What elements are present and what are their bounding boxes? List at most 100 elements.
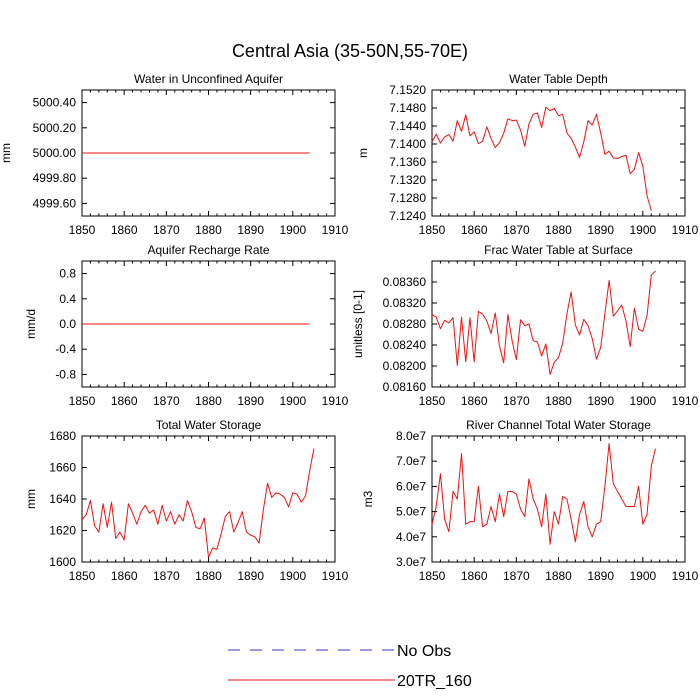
x-tick-label: 1910	[672, 223, 699, 237]
y-tick-label: 7.0e7	[396, 454, 426, 468]
y-tick-label: 5000.00	[33, 146, 77, 160]
figure-title: Central Asia (35-50N,55-70E)	[232, 41, 468, 61]
x-tick-label: 1910	[672, 569, 699, 583]
y-tick-label: 5.0e7	[396, 505, 426, 519]
legend-label-no-obs: No Obs	[397, 643, 451, 660]
panel-title: Water Table Depth	[509, 72, 608, 86]
y-axis-label: m	[356, 148, 370, 158]
series-line	[431, 270, 656, 375]
y-tick-label: 7.1280	[389, 191, 426, 205]
legend-label-20tr-160: 20TR_160	[397, 673, 472, 690]
x-tick-label: 1870	[503, 394, 530, 408]
x-tick-label: 1900	[629, 569, 656, 583]
panel-title: River Channel Total Water Storage	[466, 418, 651, 432]
panel-title: Aquifer Recharge Rate	[147, 243, 269, 257]
y-tick-label: 0.8	[59, 267, 76, 281]
x-tick-label: 1860	[461, 569, 488, 583]
x-tick-label: 1860	[461, 394, 488, 408]
series-line	[431, 443, 656, 545]
x-tick-label: 1860	[111, 223, 138, 237]
y-tick-label: 4999.60	[33, 196, 77, 210]
y-tick-label: 1660	[49, 461, 76, 475]
x-tick-label: 1860	[461, 223, 488, 237]
x-tick-label: 1900	[279, 569, 306, 583]
y-tick-label: 5000.40	[33, 96, 77, 110]
x-tick-label: 1870	[153, 223, 180, 237]
x-tick-label: 1850	[69, 223, 96, 237]
y-tick-label: 0.08160	[383, 380, 427, 394]
x-tick-label: 1880	[195, 394, 222, 408]
x-tick-label: 1900	[629, 394, 656, 408]
y-tick-label: 1620	[49, 524, 76, 538]
y-tick-label: 0.08200	[383, 359, 427, 373]
y-axis-label: unitless [0-1]	[351, 290, 365, 358]
series-line	[81, 448, 315, 558]
x-tick-label: 1850	[69, 394, 96, 408]
legend: No Obs 20TR_160	[228, 643, 472, 690]
plot-frame	[81, 435, 336, 563]
y-tick-label: 0.08320	[383, 296, 427, 310]
y-axis-label: m3	[361, 490, 375, 507]
panel-title: Total Water Storage	[156, 418, 262, 432]
y-tick-label: -0.4	[55, 342, 76, 356]
x-tick-label: 1880	[545, 394, 572, 408]
y-tick-label: 4999.80	[33, 171, 77, 185]
x-tick-label: 1890	[587, 569, 614, 583]
panel-title: Frac Water Table at Surface	[484, 243, 633, 257]
panel-3: Aquifer Recharge Rate 1850 1860 1870 1880 189…	[24, 243, 349, 408]
y-tick-label: 1640	[49, 492, 76, 506]
panels-container: Water in Unconfined Aquifer 1850 1860 1870 1…	[0, 72, 699, 583]
x-tick-label: 1860	[111, 569, 138, 583]
y-tick-label: 7.1520	[389, 83, 426, 97]
plot-frame	[431, 260, 686, 388]
x-tick-label: 1900	[279, 223, 306, 237]
panel-title: Water in Unconfined Aquifer	[134, 72, 283, 86]
panel-6: River Channel Total Water Storage 1850 186…	[361, 418, 699, 583]
x-tick-label: 1860	[111, 394, 138, 408]
y-tick-label: 7.1240	[389, 209, 426, 223]
x-tick-label: 1870	[153, 394, 180, 408]
x-tick-label: 1890	[237, 569, 264, 583]
series-line	[431, 106, 652, 211]
x-tick-label: 1880	[545, 569, 572, 583]
x-tick-label: 1880	[195, 223, 222, 237]
x-tick-label: 1870	[503, 569, 530, 583]
y-tick-label: 3.0e7	[396, 555, 426, 569]
y-tick-label: 0.08360	[383, 275, 427, 289]
y-tick-label: 1680	[49, 429, 76, 443]
x-tick-label: 1850	[419, 394, 446, 408]
y-tick-label: 7.1360	[389, 155, 426, 169]
panel-5: Total Water Storage 1850 1860 1870 1880 1890 1…	[24, 418, 349, 583]
panel-1: Water in Unconfined Aquifer 1850 1860 1870 1…	[0, 72, 349, 237]
x-tick-label: 1850	[419, 569, 446, 583]
y-axis-label: mm	[24, 489, 38, 509]
x-tick-label: 1910	[322, 394, 349, 408]
x-tick-label: 1890	[587, 394, 614, 408]
x-tick-label: 1900	[279, 394, 306, 408]
x-tick-label: 1850	[69, 569, 96, 583]
y-tick-label: 7.1480	[389, 101, 426, 115]
x-tick-label: 1890	[237, 223, 264, 237]
x-tick-label: 1910	[322, 569, 349, 583]
y-tick-label: 7.1320	[389, 173, 426, 187]
x-tick-label: 1870	[153, 569, 180, 583]
x-tick-label: 1900	[629, 223, 656, 237]
x-tick-label: 1910	[322, 223, 349, 237]
plot-frame	[431, 435, 686, 563]
y-tick-label: 0.08280	[383, 317, 427, 331]
y-tick-label: 5000.20	[33, 121, 77, 135]
y-tick-label: -0.8	[55, 367, 76, 381]
x-tick-label: 1880	[545, 223, 572, 237]
y-tick-label: 6.0e7	[396, 479, 426, 493]
y-tick-label: 0.4	[59, 292, 76, 306]
x-tick-label: 1890	[237, 394, 264, 408]
y-tick-label: 7.1440	[389, 119, 426, 133]
x-tick-label: 1890	[587, 223, 614, 237]
panel-4: Frac Water Table at Surface 1850 1860 1870 1…	[351, 243, 699, 408]
y-tick-label: 8.0e7	[396, 429, 426, 443]
x-tick-label: 1910	[672, 394, 699, 408]
y-axis-label: mm/d	[24, 309, 38, 339]
y-tick-label: 7.1400	[389, 137, 426, 151]
y-tick-label: 4.0e7	[396, 530, 426, 544]
